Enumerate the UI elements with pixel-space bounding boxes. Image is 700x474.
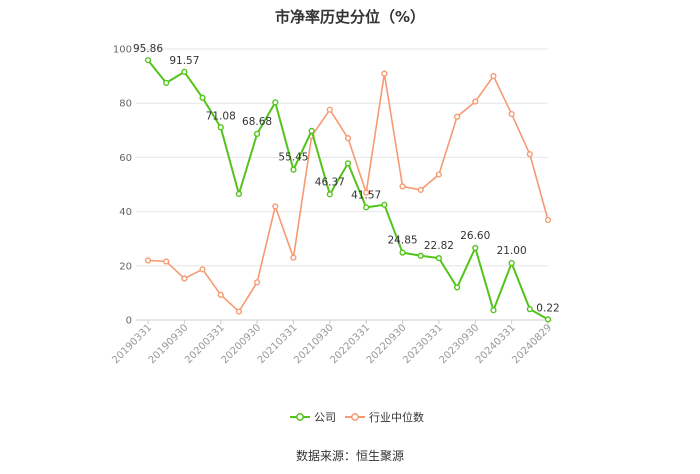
series-line-company — [147, 59, 549, 321]
source-note: 数据来源：恒生聚源 — [295, 449, 404, 463]
data-label: 46.37 — [315, 176, 345, 188]
y-tick-label: 40 — [119, 207, 132, 218]
data-point — [181, 68, 188, 75]
series-line-industry-median — [147, 72, 549, 313]
data-point — [290, 254, 297, 261]
y-tick-label: 20 — [119, 261, 132, 272]
data-point — [235, 190, 243, 198]
data-point — [199, 266, 206, 273]
data-point — [144, 57, 152, 64]
data-point — [526, 151, 533, 158]
data-point — [417, 186, 424, 194]
data-point — [308, 127, 315, 134]
data-label: 91.57 — [169, 55, 199, 67]
y-tick-label: 100 — [113, 45, 132, 56]
data-point — [363, 189, 370, 196]
data-point — [217, 291, 224, 298]
data-point — [272, 99, 279, 106]
data-point — [163, 258, 170, 265]
data-label: 41.57 — [351, 189, 381, 201]
data-label: 95.86 — [133, 43, 163, 55]
data-point — [344, 135, 352, 142]
data-point — [453, 113, 461, 120]
data-point — [181, 275, 188, 282]
data-point — [417, 252, 424, 259]
y-tick-label: 60 — [119, 153, 132, 164]
data-label: 0.22 — [536, 302, 559, 314]
y-tick-label: 0 — [126, 316, 132, 327]
data-point — [453, 284, 461, 291]
legend-label: 公司 — [314, 411, 336, 424]
data-label: 68.68 — [242, 116, 272, 128]
data-point — [199, 94, 206, 101]
data-label: 55.45 — [278, 152, 308, 164]
data-point — [508, 110, 515, 118]
data-label: 26.60 — [460, 230, 490, 242]
legend-swatch-marker — [296, 413, 304, 421]
data-point — [144, 257, 152, 264]
data-point — [326, 191, 333, 198]
data-point — [344, 160, 352, 167]
y-tick-label: 80 — [119, 99, 132, 110]
data-label: 22.82 — [424, 240, 454, 252]
data-point — [472, 244, 479, 252]
data-point — [544, 216, 552, 224]
data-label: 24.85 — [388, 235, 418, 247]
legend-swatch-marker — [351, 413, 359, 421]
data-point — [490, 307, 497, 314]
data-point — [235, 308, 243, 315]
data-point — [272, 203, 279, 210]
data-point — [435, 255, 443, 262]
data-point — [253, 279, 261, 286]
data-point — [490, 72, 497, 80]
x-tick-label: 20240829 — [510, 322, 554, 366]
data-point — [526, 306, 533, 313]
legend-label: 行业中位数 — [369, 410, 424, 424]
data-point — [363, 204, 370, 211]
chart-title: 市净率历史分位（%） — [274, 8, 426, 26]
data-point — [326, 106, 333, 113]
data-point — [544, 316, 552, 323]
data-point — [163, 79, 170, 86]
data-point — [381, 70, 388, 77]
data-label: 21.00 — [497, 245, 527, 257]
data-point — [381, 201, 388, 208]
data-label: 71.08 — [206, 110, 236, 122]
data-point — [217, 124, 224, 131]
data-point — [472, 98, 479, 105]
data-point — [290, 166, 297, 173]
data-point — [399, 183, 406, 190]
data-point — [435, 171, 443, 178]
data-point — [253, 130, 261, 137]
data-point — [508, 259, 515, 267]
data-point — [399, 249, 406, 256]
